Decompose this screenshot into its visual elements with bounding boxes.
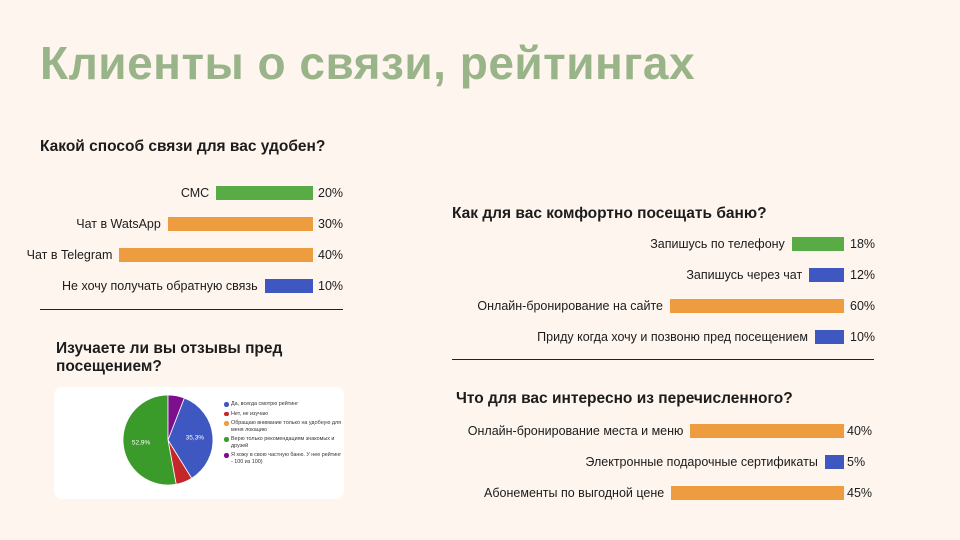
bar-value-label: 45% (847, 486, 873, 500)
bar-value-label: 20% (318, 186, 344, 200)
legend-item: Да, всегда смотрю рейтинг (224, 401, 342, 408)
legend-swatch (224, 453, 229, 458)
bar (119, 248, 313, 262)
bar-row: Не хочу получать обратную связь 10% (40, 278, 350, 294)
visit-method-chart: Запишусь по телефону 18% Запишусь через ча… (440, 236, 880, 346)
bar-label: Приду когда хочу и позвоню пред посещени… (537, 330, 808, 344)
bar (216, 186, 313, 200)
bar-row: Запишусь по телефону 18% (440, 236, 880, 252)
bar-label: Чат в Telegram (26, 248, 113, 262)
bar (167, 217, 313, 231)
bar (791, 237, 844, 251)
bar-value-label: 10% (318, 279, 344, 293)
pie-slice-label: 52,9% (132, 439, 151, 446)
pie-slice (167, 394, 185, 441)
legend-item: Верю только рекомендациям знакомых и дру… (224, 436, 342, 449)
bar-value-label: 40% (847, 424, 873, 438)
bar-label: Абонементы по выгодной цене (484, 486, 665, 500)
bar-value-label: 5% (847, 455, 866, 469)
bar-label: Электронные подарочные сертификаты (585, 455, 818, 469)
bar-value-label: 60% (850, 299, 876, 313)
bar-row: Чат в WatsApp 30% (40, 216, 350, 232)
bar-label: Запишусь по телефону (650, 237, 785, 251)
bar-value-label: 30% (318, 217, 344, 231)
legend-swatch (224, 402, 229, 407)
bar (671, 486, 844, 500)
bar-row: Приду когда хочу и позвоню пред посещени… (440, 329, 880, 345)
bar-row: Запишусь через чат 12% (440, 267, 880, 283)
bar-value-label: 12% (850, 268, 876, 282)
bar-row: Онлайн-бронирование на сайте 60% (440, 298, 880, 314)
bar-row: Чат в Telegram 40% (27, 247, 350, 263)
bar (815, 330, 844, 344)
pie-slice-label: 35,3% (186, 435, 205, 442)
bar-label: Не хочу получать обратную связь (62, 279, 258, 293)
bar-label: Онлайн-бронирование на сайте (477, 299, 663, 313)
chart-3-title: Как для вас комфортно посещать баню? (452, 205, 767, 222)
interests-chart: Онлайн-бронирование места и меню 40% Элект… (410, 423, 880, 503)
bar-label: СМС (180, 186, 210, 200)
bar (670, 299, 844, 313)
pie-slice (167, 397, 214, 479)
legend-label: Да, всегда смотрю рейтинг (231, 401, 299, 407)
legend-swatch (224, 421, 229, 426)
bar-value-label: 40% (318, 248, 344, 262)
bar-value-label: 10% (850, 330, 876, 344)
legend-item: Нет, не изучаю (224, 411, 342, 418)
page-title: Клиенты о связи, рейтингах (40, 37, 696, 89)
bar-row: Онлайн-бронирование места и меню 40% (410, 423, 880, 439)
reviews-pie-card: 35,3% 52,9% Да, всегда смотрю рейтинг Нет,… (54, 387, 344, 499)
pie-slice (122, 394, 177, 486)
bar (809, 268, 844, 282)
bar-label: Чат в WatsApp (76, 217, 161, 231)
contact-method-chart: СМС 20% Чат в WatsApp 30% Чат в Telegram 40% Н… (27, 185, 350, 295)
legend-label: Обращаю внимание только на удобную для м… (231, 420, 342, 433)
divider-1 (40, 309, 343, 310)
chart-2-title: Изучаете ли вы отзывы пред посещением? (56, 340, 283, 375)
bar (264, 279, 313, 293)
legend-label: Верю только рекомендациям знакомых и дру… (231, 436, 335, 449)
divider-2 (452, 359, 874, 360)
bar-label: Онлайн-бронирование места и меню (467, 424, 684, 438)
legend-swatch (224, 411, 229, 416)
pie-legend: Да, всегда смотрю рейтинг Нет, не изучаю О… (224, 401, 342, 468)
bar-value-label: 18% (850, 237, 876, 251)
bar-label: Запишусь через чат (686, 268, 803, 282)
bar-row: Абонементы по выгодной цене 45% (410, 485, 880, 501)
reviews-pie-chart: 35,3% 52,9% (122, 394, 214, 486)
chart-4-title: Что для вас интересно из перечисленного? (456, 390, 793, 407)
legend-item: Обращаю внимание только на удобную для м… (224, 420, 342, 433)
chart-1-title: Какой способ связи для вас удобен? (40, 138, 326, 155)
bar (824, 455, 844, 469)
bar (690, 424, 844, 438)
bar-row: Электронные подарочные сертификаты 5% (410, 454, 880, 470)
legend-swatch (224, 437, 229, 442)
legend-label: Я хожу в свою частную баню. У нее рейтин… (231, 452, 342, 465)
bar-row: СМС 20% (40, 185, 350, 201)
legend-item: Я хожу в свою частную баню. У нее рейтин… (224, 452, 342, 465)
legend-label: Нет, не изучаю (231, 410, 269, 417)
